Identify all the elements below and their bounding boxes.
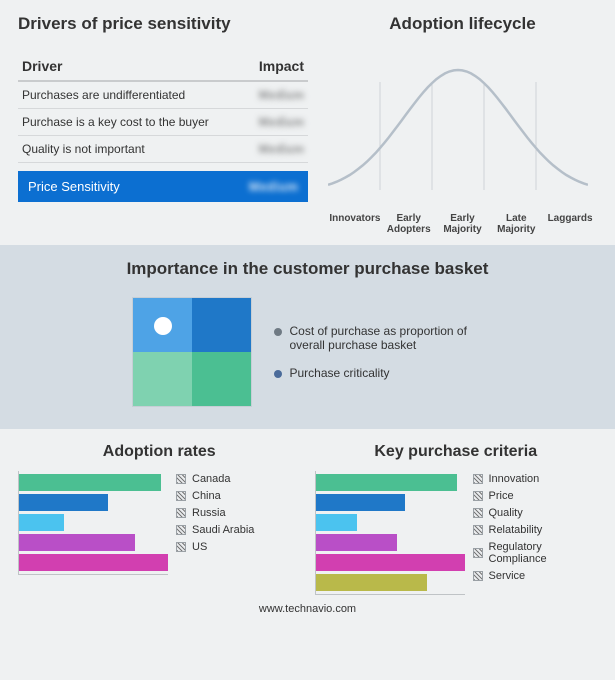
importance-panel: Importance in the customer purchase bask… [0,245,615,429]
legend-bullet-icon [274,370,282,378]
lifecycle-stage-label: Late Majority [489,213,543,235]
quadrant-bottom-right [192,352,251,406]
top-row: Drivers of price sensitivity Driver Impa… [0,0,615,245]
hbar [19,534,135,551]
adoption-rates-title: Adoption rates [18,443,301,461]
hbar-legend-item: Service [473,570,598,582]
hbar [316,554,465,571]
hbar [316,514,358,531]
legend-swatch-icon [176,542,186,552]
hbar-legend-item: Russia [176,507,301,519]
drivers-table-row: Purchases are undifferentiated Medium [18,82,308,109]
quadrant-top-right [192,298,251,352]
impact-cell: Medium [259,142,304,156]
legend-label: US [192,541,207,553]
legend-label: Service [489,570,526,582]
drivers-table-row: Quality is not important Medium [18,136,308,163]
driver-cell: Purchase is a key cost to the buyer [22,115,209,129]
hbar-legend-item: Saudi Arabia [176,524,301,536]
legend-swatch-icon [473,474,483,484]
legend-label: Quality [489,507,523,519]
drivers-summary-label: Price Sensitivity [28,179,120,194]
legend-swatch-icon [176,491,186,501]
adoption-rates-bars [18,471,168,575]
driver-cell: Purchases are undifferentiated [22,88,185,102]
driver-cell: Quality is not important [22,142,145,156]
drivers-table-header: Driver Impact [18,52,308,82]
legend-swatch-icon [473,571,483,581]
lifecycle-stage-labels: InnovatorsEarly AdoptersEarly MajorityLa… [328,213,597,235]
legend-label: Cost of purchase as proportion of overal… [290,324,484,352]
hbar-legend-item: Quality [473,507,598,519]
drivers-title: Drivers of price sensitivity [18,14,308,34]
hbar [19,494,108,511]
importance-legend-item: Purchase criticality [274,366,484,380]
lifecycle-stage-label: Innovators [328,213,382,235]
adoption-rates-legend: Canada China Russia Saudi Arabia US [176,471,301,575]
hbar [19,474,161,491]
hbar-legend-item: Regulatory Compliance [473,541,598,565]
legend-swatch-icon [176,525,186,535]
importance-title: Importance in the customer purchase bask… [18,259,597,279]
importance-legend-item: Cost of purchase as proportion of overal… [274,324,484,352]
hbar [19,554,168,571]
lifecycle-stage-label: Early Adopters [382,213,436,235]
adoption-rates-panel: Adoption rates Canada China Russia Saudi Ar… [18,443,301,595]
hbar [19,514,64,531]
lifecycle-chart: InnovatorsEarly AdoptersEarly MajorityLa… [328,52,597,237]
hbar-legend-item: Price [473,490,598,502]
criteria-bars [315,471,465,595]
impact-cell: Medium [259,115,304,129]
drivers-table-row: Purchase is a key cost to the buyer Mediu… [18,109,308,136]
lifecycle-panel: Adoption lifecycle InnovatorsEarly Adopt… [328,14,597,237]
legend-label: Canada [192,473,231,485]
drivers-summary-row: Price Sensitivity Medium [18,171,308,202]
drivers-header-driver: Driver [22,58,62,74]
legend-swatch-icon [176,508,186,518]
hbar [316,494,405,511]
drivers-panel: Drivers of price sensitivity Driver Impa… [18,14,308,237]
importance-legend: Cost of purchase as proportion of overal… [274,324,484,380]
quadrant-bottom-left [133,352,192,406]
hbar [316,534,398,551]
legend-bullet-icon [274,328,282,336]
legend-swatch-icon [473,525,483,535]
legend-label: Russia [192,507,226,519]
hbar-legend-item: Canada [176,473,301,485]
footer-url: www.technavio.com [0,595,615,619]
criteria-title: Key purchase criteria [315,443,598,461]
lifecycle-title: Adoption lifecycle [328,14,597,34]
legend-swatch-icon [473,491,483,501]
bottom-row: Adoption rates Canada China Russia Saudi Ar… [0,429,615,595]
lifecycle-curve-svg [328,52,588,212]
legend-label: Purchase criticality [290,366,390,380]
hbar-legend-item: China [176,490,301,502]
drivers-summary-impact: Medium [249,179,298,194]
drivers-header-impact: Impact [259,58,304,74]
hbar [316,474,458,491]
legend-label: Relatability [489,524,543,536]
lifecycle-stage-label: Early Majority [436,213,490,235]
legend-swatch-icon [473,508,483,518]
legend-label: Price [489,490,514,502]
importance-quadrant [132,297,252,407]
impact-cell: Medium [259,88,304,102]
legend-label: Innovation [489,473,540,485]
lifecycle-stage-label: Laggards [543,213,597,235]
legend-label: Saudi Arabia [192,524,254,536]
legend-label: China [192,490,221,502]
hbar [316,574,428,591]
legend-swatch-icon [473,548,483,558]
legend-swatch-icon [176,474,186,484]
hbar-legend-item: Relatability [473,524,598,536]
hbar-legend-item: US [176,541,301,553]
hbar-legend-item: Innovation [473,473,598,485]
criteria-legend: Innovation Price Quality Relatability Regula… [473,471,598,595]
criteria-panel: Key purchase criteria Innovation Price Qua… [315,443,598,595]
legend-label: Regulatory Compliance [489,541,598,565]
